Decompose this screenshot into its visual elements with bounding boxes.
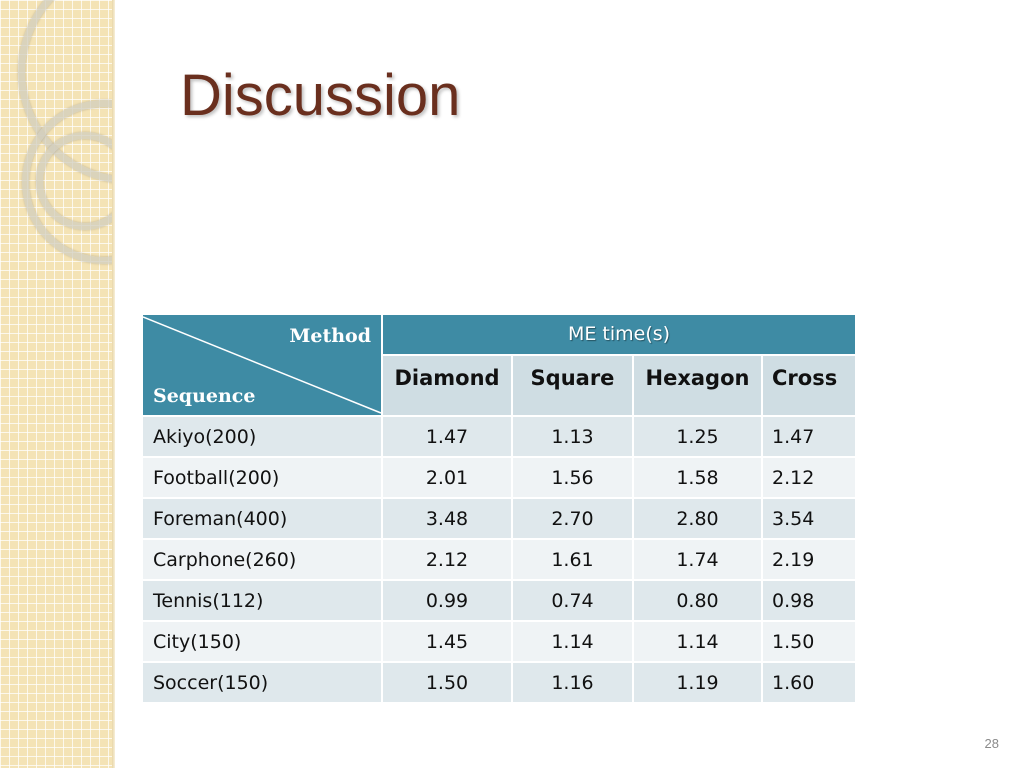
table-row: Foreman(400) 3.48 2.70 2.80 3.54 [141,497,858,540]
sequence-cell: Akiyo(200) [141,415,383,458]
value-cell: 2.19 [760,538,858,581]
value-cell: 1.13 [511,415,634,458]
value-cell: 3.54 [760,497,858,540]
value-cell: 1.47 [760,415,858,458]
decorative-ring [36,132,112,230]
value-cell: 1.61 [511,538,634,581]
me-time-table: Method Sequence ME time(s) Diamond Squar… [141,313,858,704]
value-cell: 1.47 [381,415,513,458]
sequence-cell: Foreman(400) [141,497,383,540]
value-cell: 1.58 [632,456,763,499]
value-cell: 2.12 [760,456,858,499]
sequence-cell: Tennis(112) [141,579,383,622]
sequence-label: Sequence [153,385,256,407]
value-cell: 3.48 [381,497,513,540]
corner-header-cell: Method Sequence [141,313,383,417]
value-cell: 1.45 [381,620,513,663]
table-header-row: Method Sequence ME time(s) [141,313,858,417]
slide-page-number: 28 [984,736,999,751]
method-label: Method [289,325,371,347]
value-cell: 0.99 [381,579,513,622]
table-row: Tennis(112) 0.99 0.74 0.80 0.98 [141,579,858,622]
strip-edge [112,0,115,768]
slide-title: Discussion [180,63,461,128]
column-header-cross: Cross [760,353,858,418]
value-cell: 1.50 [381,661,513,704]
table-row: Akiyo(200) 1.47 1.13 1.25 1.47 [141,415,858,458]
value-cell: 1.16 [511,661,634,704]
column-header-hexagon: Hexagon [632,353,763,418]
value-cell: 0.74 [511,579,634,622]
value-cell: 2.80 [632,497,763,540]
value-cell: 1.14 [632,620,763,663]
value-cell: 1.19 [632,661,763,704]
column-header-square: Square [511,353,634,418]
diagonal-divider [143,316,382,414]
sequence-cell: Carphone(260) [141,538,383,581]
value-cell: 1.50 [760,620,858,663]
method-header-row: Diamond Square Hexagon Cross [142,353,858,418]
sequence-cell: Football(200) [141,456,383,499]
column-header-diamond: Diamond [381,353,513,418]
table-row: Soccer(150) 1.50 1.16 1.19 1.60 [141,661,858,704]
sequence-cell: City(150) [141,620,383,663]
value-cell: 1.25 [632,415,763,458]
value-cell: 1.14 [511,620,634,663]
sequence-cell: Soccer(150) [141,661,383,704]
value-cell: 2.70 [511,497,634,540]
value-cell: 1.74 [632,538,763,581]
me-time-header: ME time(s) [380,313,858,356]
value-cell: 1.56 [511,456,634,499]
decorative-grid-strip [0,0,112,768]
value-cell: 2.01 [381,456,513,499]
value-cell: 2.12 [381,538,513,581]
table-row: City(150) 1.45 1.14 1.14 1.50 [141,620,858,663]
value-cell: 1.60 [760,661,858,704]
value-cell: 0.80 [632,579,763,622]
table-row: Carphone(260) 2.12 1.61 1.74 2.19 [141,538,858,581]
value-cell: 0.98 [760,579,858,622]
table-row: Football(200) 2.01 1.56 1.58 2.12 [141,456,858,499]
